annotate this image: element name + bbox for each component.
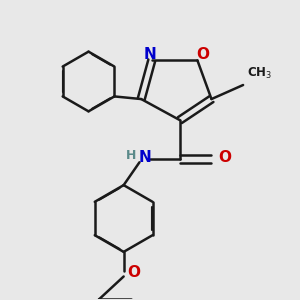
Text: O: O xyxy=(196,46,209,62)
Text: N: N xyxy=(138,149,151,164)
Text: O: O xyxy=(218,149,232,164)
Text: O: O xyxy=(127,266,140,280)
Text: CH$_3$: CH$_3$ xyxy=(247,66,272,82)
Text: N: N xyxy=(144,46,156,62)
Text: H: H xyxy=(125,149,136,163)
